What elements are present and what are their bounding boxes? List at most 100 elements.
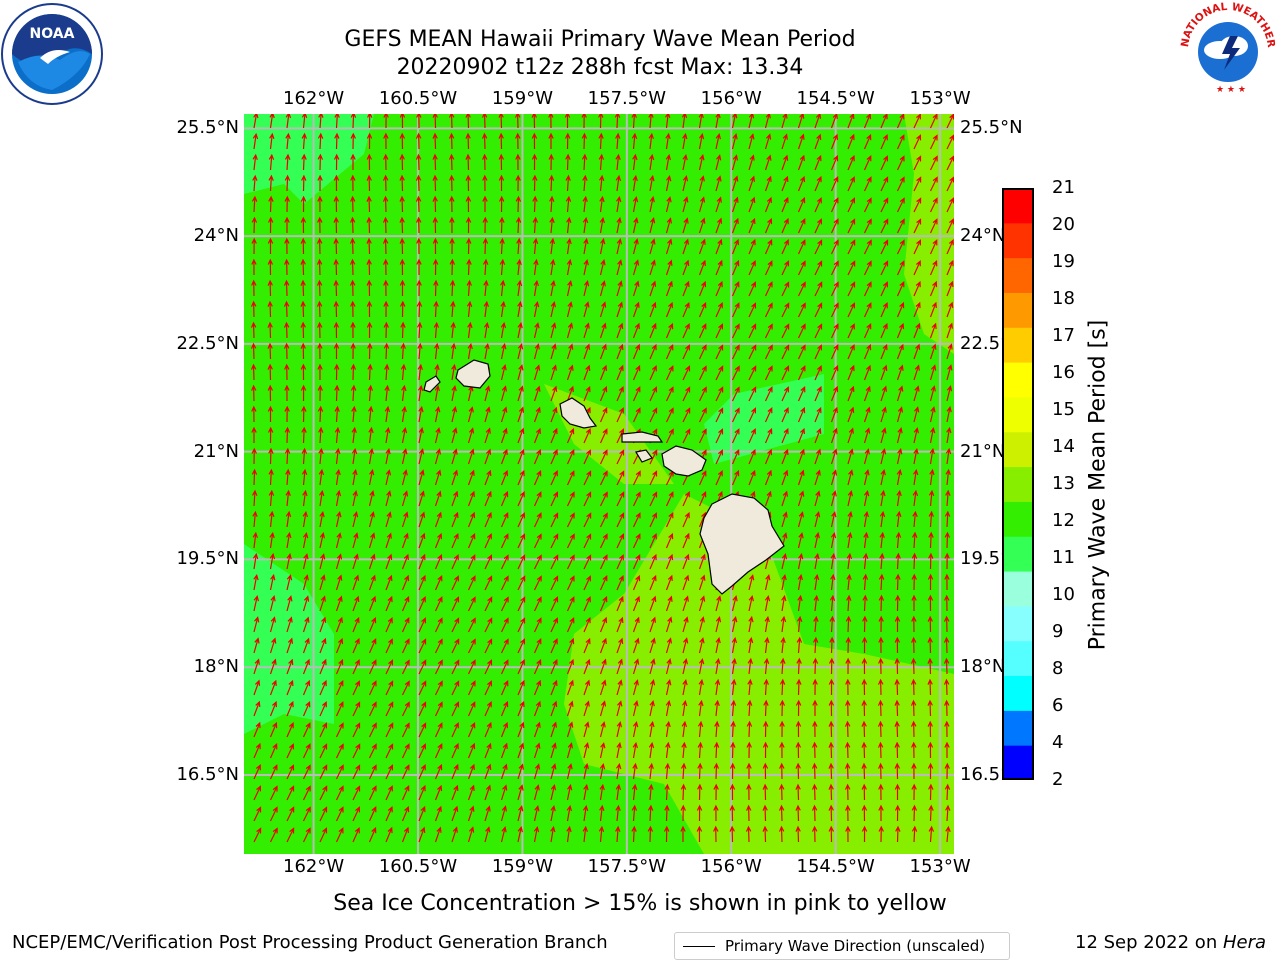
wave-arrow-386	[946, 280, 954, 297]
wave-arrow-82	[896, 134, 905, 150]
wave-arrow-148	[565, 174, 571, 192]
wave-arrow-1452	[795, 804, 801, 822]
wave-arrow-1157	[894, 657, 900, 675]
wave-arrow-246	[764, 217, 773, 234]
wave-arrow-162	[797, 175, 806, 192]
wave-arrow-822	[335, 510, 342, 528]
wave-arrow-443	[467, 321, 473, 339]
wave-arrow-222	[366, 216, 372, 234]
wave-arrow-355	[433, 279, 439, 297]
wave-arrow-724	[847, 448, 854, 465]
wave-arrow-1247	[253, 721, 261, 738]
wave-arrow-419	[781, 302, 790, 318]
wave-arrow-984	[878, 573, 885, 591]
wave-arrow-145	[515, 174, 521, 192]
wave-arrow-993	[319, 595, 326, 612]
wave-arrow-99	[465, 153, 471, 171]
wave-arrow-1360	[697, 762, 703, 780]
wave-arrow-1450	[762, 804, 768, 822]
wave-arrow-964	[550, 575, 559, 591]
wave-arrow-369	[665, 280, 673, 297]
wave-arrow-794	[583, 491, 592, 507]
wave-arrow-960	[484, 575, 493, 591]
wave-arrow-115	[731, 154, 738, 171]
wave-arrow-52	[399, 132, 406, 150]
wave-arrow-1465	[302, 827, 311, 843]
wave-arrow-1012	[632, 595, 640, 612]
wave-arrow-374	[748, 281, 756, 297]
wave-arrow-57	[481, 132, 488, 150]
wave-arrow-1347	[484, 763, 492, 780]
wave-arrow-1285	[877, 720, 884, 738]
wave-arrow-412	[665, 301, 673, 318]
wave-arrow-858	[928, 510, 934, 528]
wave-arrow-271	[466, 237, 472, 255]
wave-arrow-839	[616, 512, 625, 528]
wave-arrow-704	[517, 448, 525, 465]
wave-arrow-32	[781, 112, 788, 129]
wave-arrow-244	[731, 217, 739, 234]
wave-arrow-882	[616, 533, 624, 549]
wave-arrow-39	[896, 113, 905, 129]
wave-arrow-1388	[451, 784, 459, 801]
wave-arrow-729	[929, 447, 935, 465]
wave-arrow-922	[566, 554, 575, 570]
wave-arrow-267	[399, 237, 405, 255]
colorbar-swatch-14	[1002, 257, 1034, 293]
wave-arrow-632	[748, 407, 756, 423]
wave-arrow-597	[880, 385, 887, 402]
wave-arrow-751	[583, 470, 592, 486]
wave-arrow-233	[549, 216, 555, 234]
wave-arrow-995	[352, 595, 360, 612]
wave-arrow-109	[632, 153, 638, 171]
wave-arrow-684	[896, 427, 903, 444]
wave-arrow-1119	[269, 658, 277, 675]
wave-arrow-388	[267, 300, 273, 318]
wave-arrow-1302	[451, 742, 459, 759]
wave-arrow-1002	[467, 596, 476, 612]
wave-arrow-1183	[616, 679, 623, 696]
wave-arrow-1399	[631, 783, 638, 801]
wave-arrow-186	[482, 195, 488, 212]
wave-arrow-104	[548, 153, 554, 171]
wave-arrow-907	[319, 553, 326, 570]
wave-arrow-65	[615, 132, 621, 150]
wave-arrow-1304	[484, 742, 492, 759]
wave-arrow-881	[599, 533, 608, 549]
wave-arrow-1457	[878, 804, 884, 821]
wave-arrow-473	[250, 342, 257, 360]
wave-arrow-1404	[713, 783, 719, 801]
wave-arrow-489	[517, 343, 524, 360]
wave-arrow-536	[583, 364, 591, 381]
footer-machine: Hera	[1222, 932, 1266, 953]
wave-arrow-1102	[698, 637, 705, 654]
wave-arrow-286	[715, 238, 723, 255]
wave-arrow-251	[847, 218, 856, 234]
wave-arrow-767	[847, 469, 854, 486]
wave-arrow-140	[432, 174, 438, 192]
wave-arrow-594	[830, 385, 839, 402]
wave-arrow-1496	[811, 825, 818, 843]
wave-arrow-1079	[319, 637, 327, 654]
wave-arrow-294	[847, 239, 856, 255]
wave-arrow-1201	[910, 678, 917, 696]
wave-arrow-1292	[286, 743, 294, 759]
wave-arrow-490	[533, 343, 540, 360]
wave-arrow-701	[467, 448, 475, 465]
wave-arrow-1137	[566, 658, 574, 675]
wave-arrow-53	[415, 132, 422, 150]
wave-arrow-1334	[269, 764, 278, 780]
wave-arrow-1259	[451, 722, 459, 738]
wave-arrow-226	[432, 216, 439, 234]
wave-arrow-1184	[632, 679, 639, 696]
colorbar-swatch-2	[1002, 675, 1034, 711]
wave-arrow-812	[880, 489, 886, 507]
wave-arrow-164	[830, 176, 839, 192]
wave-arrow-998	[401, 595, 410, 612]
wave-arrow-809	[830, 490, 837, 507]
wave-arrow-1393	[533, 784, 540, 801]
wave-arrow-850	[797, 511, 804, 528]
wave-arrow-1234	[746, 699, 753, 717]
wave-arrow-886	[682, 532, 690, 549]
wave-arrow-567	[384, 384, 390, 402]
